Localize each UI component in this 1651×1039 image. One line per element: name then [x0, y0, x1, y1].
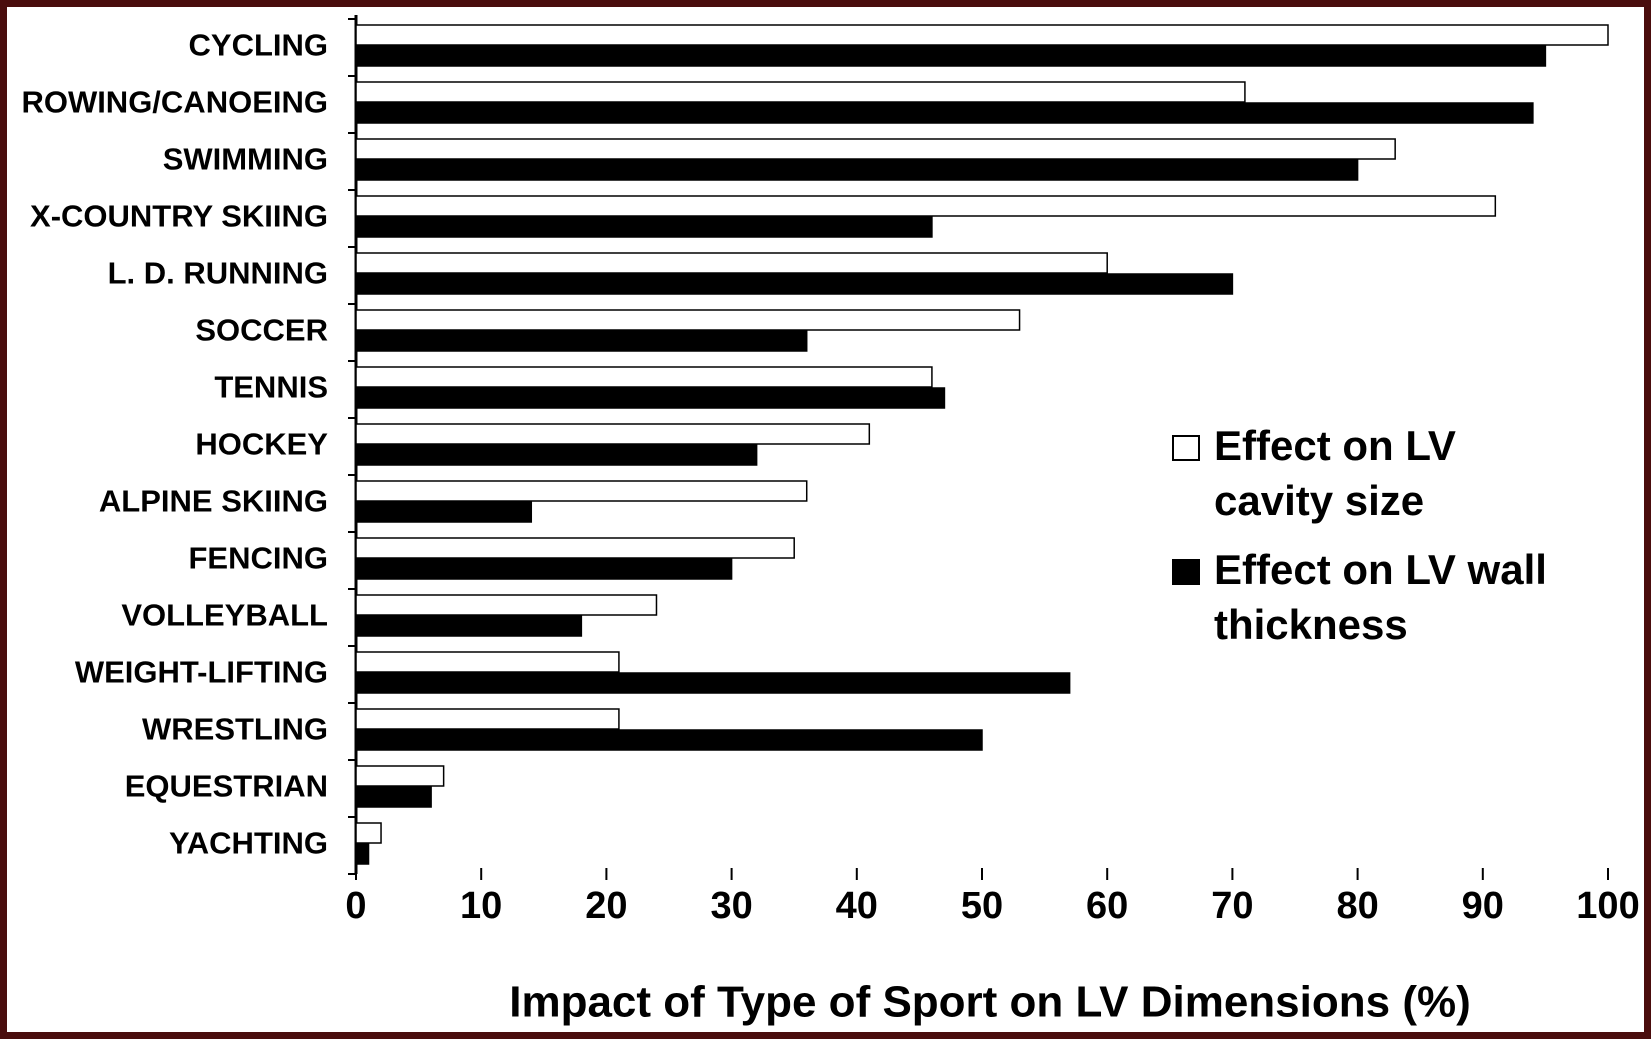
- bar: [355, 387, 946, 409]
- bar: [355, 252, 1108, 274]
- bar: [355, 558, 733, 580]
- bar: [355, 330, 808, 352]
- bar: [355, 81, 1246, 103]
- bar: [355, 843, 370, 865]
- x-tick-label: 60: [1086, 885, 1128, 927]
- bar: [355, 708, 620, 730]
- bar: [355, 729, 983, 751]
- bar: [355, 594, 658, 616]
- bar: [355, 786, 432, 808]
- bar: [355, 480, 808, 502]
- x-tick-label: 40: [836, 885, 878, 927]
- bar: [355, 216, 933, 238]
- bar: [355, 195, 1497, 217]
- x-tick-label: 80: [1336, 885, 1378, 927]
- y-tick-label: HOCKEY: [195, 427, 328, 462]
- bar: [355, 444, 758, 466]
- bar: [355, 615, 583, 637]
- x-tick-label: 70: [1211, 885, 1253, 927]
- x-tick-label: 0: [345, 885, 366, 927]
- bar: [355, 366, 933, 388]
- x-tick-label: 10: [460, 885, 502, 927]
- legend-swatch: [1172, 559, 1200, 585]
- y-tick-label: FENCING: [189, 541, 329, 576]
- x-tick-label: 90: [1462, 885, 1504, 927]
- bar: [355, 138, 1396, 160]
- bar: [355, 159, 1359, 181]
- y-tick-label: TENNIS: [214, 370, 328, 405]
- y-tick-label: VOLLEYBALL: [121, 598, 328, 633]
- x-tick-label: 20: [585, 885, 627, 927]
- legend-entry: Effect on LV cavity size: [1172, 418, 1552, 528]
- bar: [355, 651, 620, 673]
- legend: Effect on LV cavity size Effect on LV wal…: [1172, 418, 1552, 666]
- bar: [355, 423, 871, 445]
- x-tick-label: 30: [710, 885, 752, 927]
- y-tick-label: SOCCER: [195, 313, 328, 348]
- bar: [355, 501, 533, 523]
- y-tick-label: L. D. RUNNING: [108, 256, 328, 291]
- x-tick-label: 50: [961, 885, 1003, 927]
- bar: [355, 273, 1234, 295]
- y-tick-label: WRESTLING: [142, 712, 328, 747]
- y-tick-label: CYCLING: [189, 28, 329, 63]
- x-axis-title: Impact of Type of Sport on LV Dimensions…: [509, 978, 1471, 1027]
- bar: [355, 765, 445, 787]
- legend-swatch: [1172, 435, 1200, 461]
- legend-entry: Effect on LV wall thickness: [1172, 542, 1552, 652]
- y-tick-label: SWIMMING: [163, 142, 328, 177]
- bar: [355, 672, 1071, 694]
- bar: [355, 537, 795, 559]
- y-tick-label: X-COUNTRY SKIING: [30, 199, 328, 234]
- x-tick-label: 100: [1576, 885, 1639, 927]
- bar: [355, 309, 1021, 331]
- y-tick-label: WEIGHT-LIFTING: [75, 655, 328, 690]
- y-tick-label: ALPINE SKIING: [99, 484, 328, 519]
- y-tick-label: ROWING/CANOEING: [21, 85, 328, 120]
- y-tick-label: EQUESTRIAN: [125, 769, 328, 804]
- legend-label: Effect on LV cavity size: [1214, 422, 1456, 524]
- legend-label: Effect on LV wall thickness: [1214, 546, 1547, 648]
- y-tick-label: YACHTING: [169, 826, 328, 861]
- bar: [355, 822, 382, 844]
- bar: [355, 102, 1534, 124]
- bar: [355, 45, 1547, 67]
- bar: [355, 24, 1609, 46]
